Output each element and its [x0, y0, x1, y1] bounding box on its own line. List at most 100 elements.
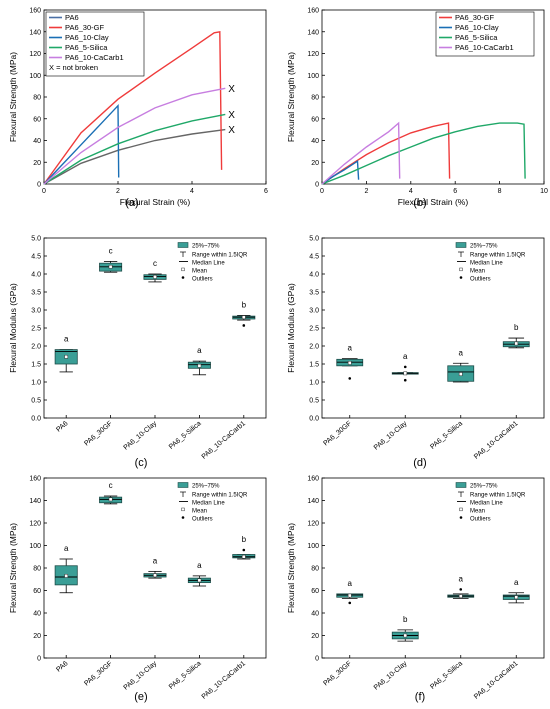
legend-mean-swatch: [181, 267, 185, 272]
x-tick-label: 8: [498, 188, 502, 195]
legend-label: PA6_10-CaCarb1: [65, 53, 124, 62]
y-tick-label: 3.5: [31, 290, 41, 297]
x-tick-label: PA6_30GF: [83, 660, 114, 687]
y-tick-label: 140: [307, 29, 319, 36]
mean-marker: [64, 354, 69, 359]
y-tick-label: 140: [307, 498, 319, 505]
y-tick-label: 1.5: [31, 362, 41, 369]
x-tick-label: PA6_30GF: [83, 420, 114, 447]
significance-letter: b: [242, 535, 247, 544]
y-tick-label: 4.5: [31, 254, 41, 261]
legend-outlier-swatch: [459, 276, 463, 279]
y-tick-label: 100: [29, 543, 41, 550]
x-tick-label: 10: [540, 188, 548, 195]
x-tick-label: PA6_10-Clay: [123, 660, 159, 692]
significance-letter: a: [514, 578, 519, 587]
y-tick-label: 20: [311, 160, 319, 167]
significance-letter: a: [348, 579, 353, 588]
legend-box-label: 25%~75%: [470, 484, 498, 490]
not-broken-mark: X: [228, 110, 235, 121]
series-line-PA6_10-CaCarb1: [43, 87, 226, 185]
x-tick-label: 4: [409, 188, 413, 195]
mean-marker: [514, 595, 519, 600]
legend-box-label: 25%~75%: [192, 244, 220, 250]
x-tick-label: PA6_10-Clay: [123, 420, 159, 452]
y-tick-label: 140: [29, 29, 41, 36]
outlier-point: [242, 548, 246, 552]
series-line-PA6: [43, 128, 226, 185]
mean-marker: [403, 633, 408, 638]
caption-d: (d): [413, 457, 426, 469]
x-tick-label: PA6_5-Silica: [168, 420, 203, 451]
mean-marker: [241, 315, 246, 320]
x-tick-label: PA6_10-CaCarb1: [201, 660, 248, 701]
significance-letter: b: [514, 323, 519, 332]
mean-marker: [153, 573, 157, 578]
y-tick-label: 0.0: [309, 416, 319, 423]
significance-letter: a: [197, 346, 202, 355]
significance-letter: a: [197, 561, 202, 570]
x-tick-label: 6: [264, 188, 268, 195]
legend-box-label: 25%~75%: [192, 484, 220, 490]
legend-label: PA6_30-GF: [65, 23, 104, 32]
x-tick-label: PA6_10-Clay: [373, 660, 409, 692]
significance-letter: b: [242, 300, 247, 309]
series-line-PA6_5-Silica: [321, 122, 526, 185]
legend-median-label: Median Line: [470, 501, 503, 507]
legend-box: [435, 11, 535, 57]
x-tick-label: 2: [116, 188, 120, 195]
panel-f: 0 20 40 60 80 100 120 140 160 Flexural Strength (…: [286, 476, 545, 701]
y-tick-label: 20: [33, 160, 41, 167]
legend-median-label: Median Line: [192, 261, 225, 267]
legend-median-label: Median Line: [470, 261, 503, 267]
legend-mean-label: Mean: [470, 509, 485, 515]
x-tick-label: PA6_30GF: [322, 420, 353, 447]
x-tick-label: 4: [190, 188, 194, 195]
x-tick-label: PA6_10-CaCarb1: [473, 420, 520, 461]
x-tick-label: 6: [453, 188, 457, 195]
y-tick-label: 80: [311, 95, 319, 102]
legend-label: PA6_10-Clay: [455, 23, 499, 32]
outlier-point: [403, 378, 407, 382]
legend-label: PA6: [65, 13, 79, 22]
y-tick-label: 1.0: [309, 380, 319, 387]
y-tick-label: 160: [307, 8, 319, 15]
panel-c: 0.0 0.5 1.0 1.5 2.0 2.5 3.0 3.5 4.0 4.5 5.0 Flexura…: [8, 236, 267, 461]
mean-marker: [197, 578, 202, 583]
series-line-PA6_5-Silica: [43, 113, 226, 185]
legend-box-swatch: [177, 482, 189, 488]
x-tick-label: PA6_5-Silica: [429, 420, 464, 451]
significance-letter: a: [153, 556, 158, 565]
outlier-point: [459, 588, 463, 591]
x-tick-label: 0: [320, 188, 324, 195]
y-tick-label: 3.5: [309, 290, 319, 297]
y-tick-label: 3.0: [31, 308, 41, 315]
series-line-PA6_10-CaCarb1: [321, 121, 401, 185]
y-tick-label: 40: [33, 611, 41, 618]
y-tick-label: 1.5: [309, 362, 319, 369]
not-broken-mark: X: [228, 125, 235, 136]
mean-marker: [458, 594, 463, 598]
y-tick-label: 0.5: [31, 398, 41, 405]
mean-marker: [108, 497, 113, 502]
x-axis-label: Flexural Strain (%): [120, 197, 191, 207]
panel-d: 0.0 0.5 1.0 1.5 2.0 2.5 3.0 3.5 4.0 4.5 5.0 Flexura…: [286, 236, 545, 461]
y-tick-label: 60: [33, 116, 41, 123]
y-axis-label: Flexural Strength (MPa): [286, 52, 296, 142]
x-axis-label: Flexural Strain (%): [398, 197, 469, 207]
outlier-point: [348, 377, 352, 380]
caption-a: (a): [125, 197, 138, 209]
y-axis-label: Flexural Strength (MPa): [8, 52, 18, 142]
outlier-point: [403, 365, 407, 369]
y-tick-label: 0: [37, 656, 41, 663]
y-tick-label: 120: [29, 521, 41, 528]
y-tick-label: 160: [29, 8, 41, 15]
y-tick-label: 0: [37, 182, 41, 189]
x-tick-label: PA6_10-CaCarb1: [473, 660, 520, 701]
y-tick-label: 0.0: [31, 416, 41, 423]
legend-box-swatch: [455, 242, 467, 248]
legend-mean-label: Mean: [470, 269, 485, 275]
legend-label: PA6_10-CaCarb1: [455, 43, 514, 52]
y-tick-label: 2.0: [31, 344, 41, 351]
